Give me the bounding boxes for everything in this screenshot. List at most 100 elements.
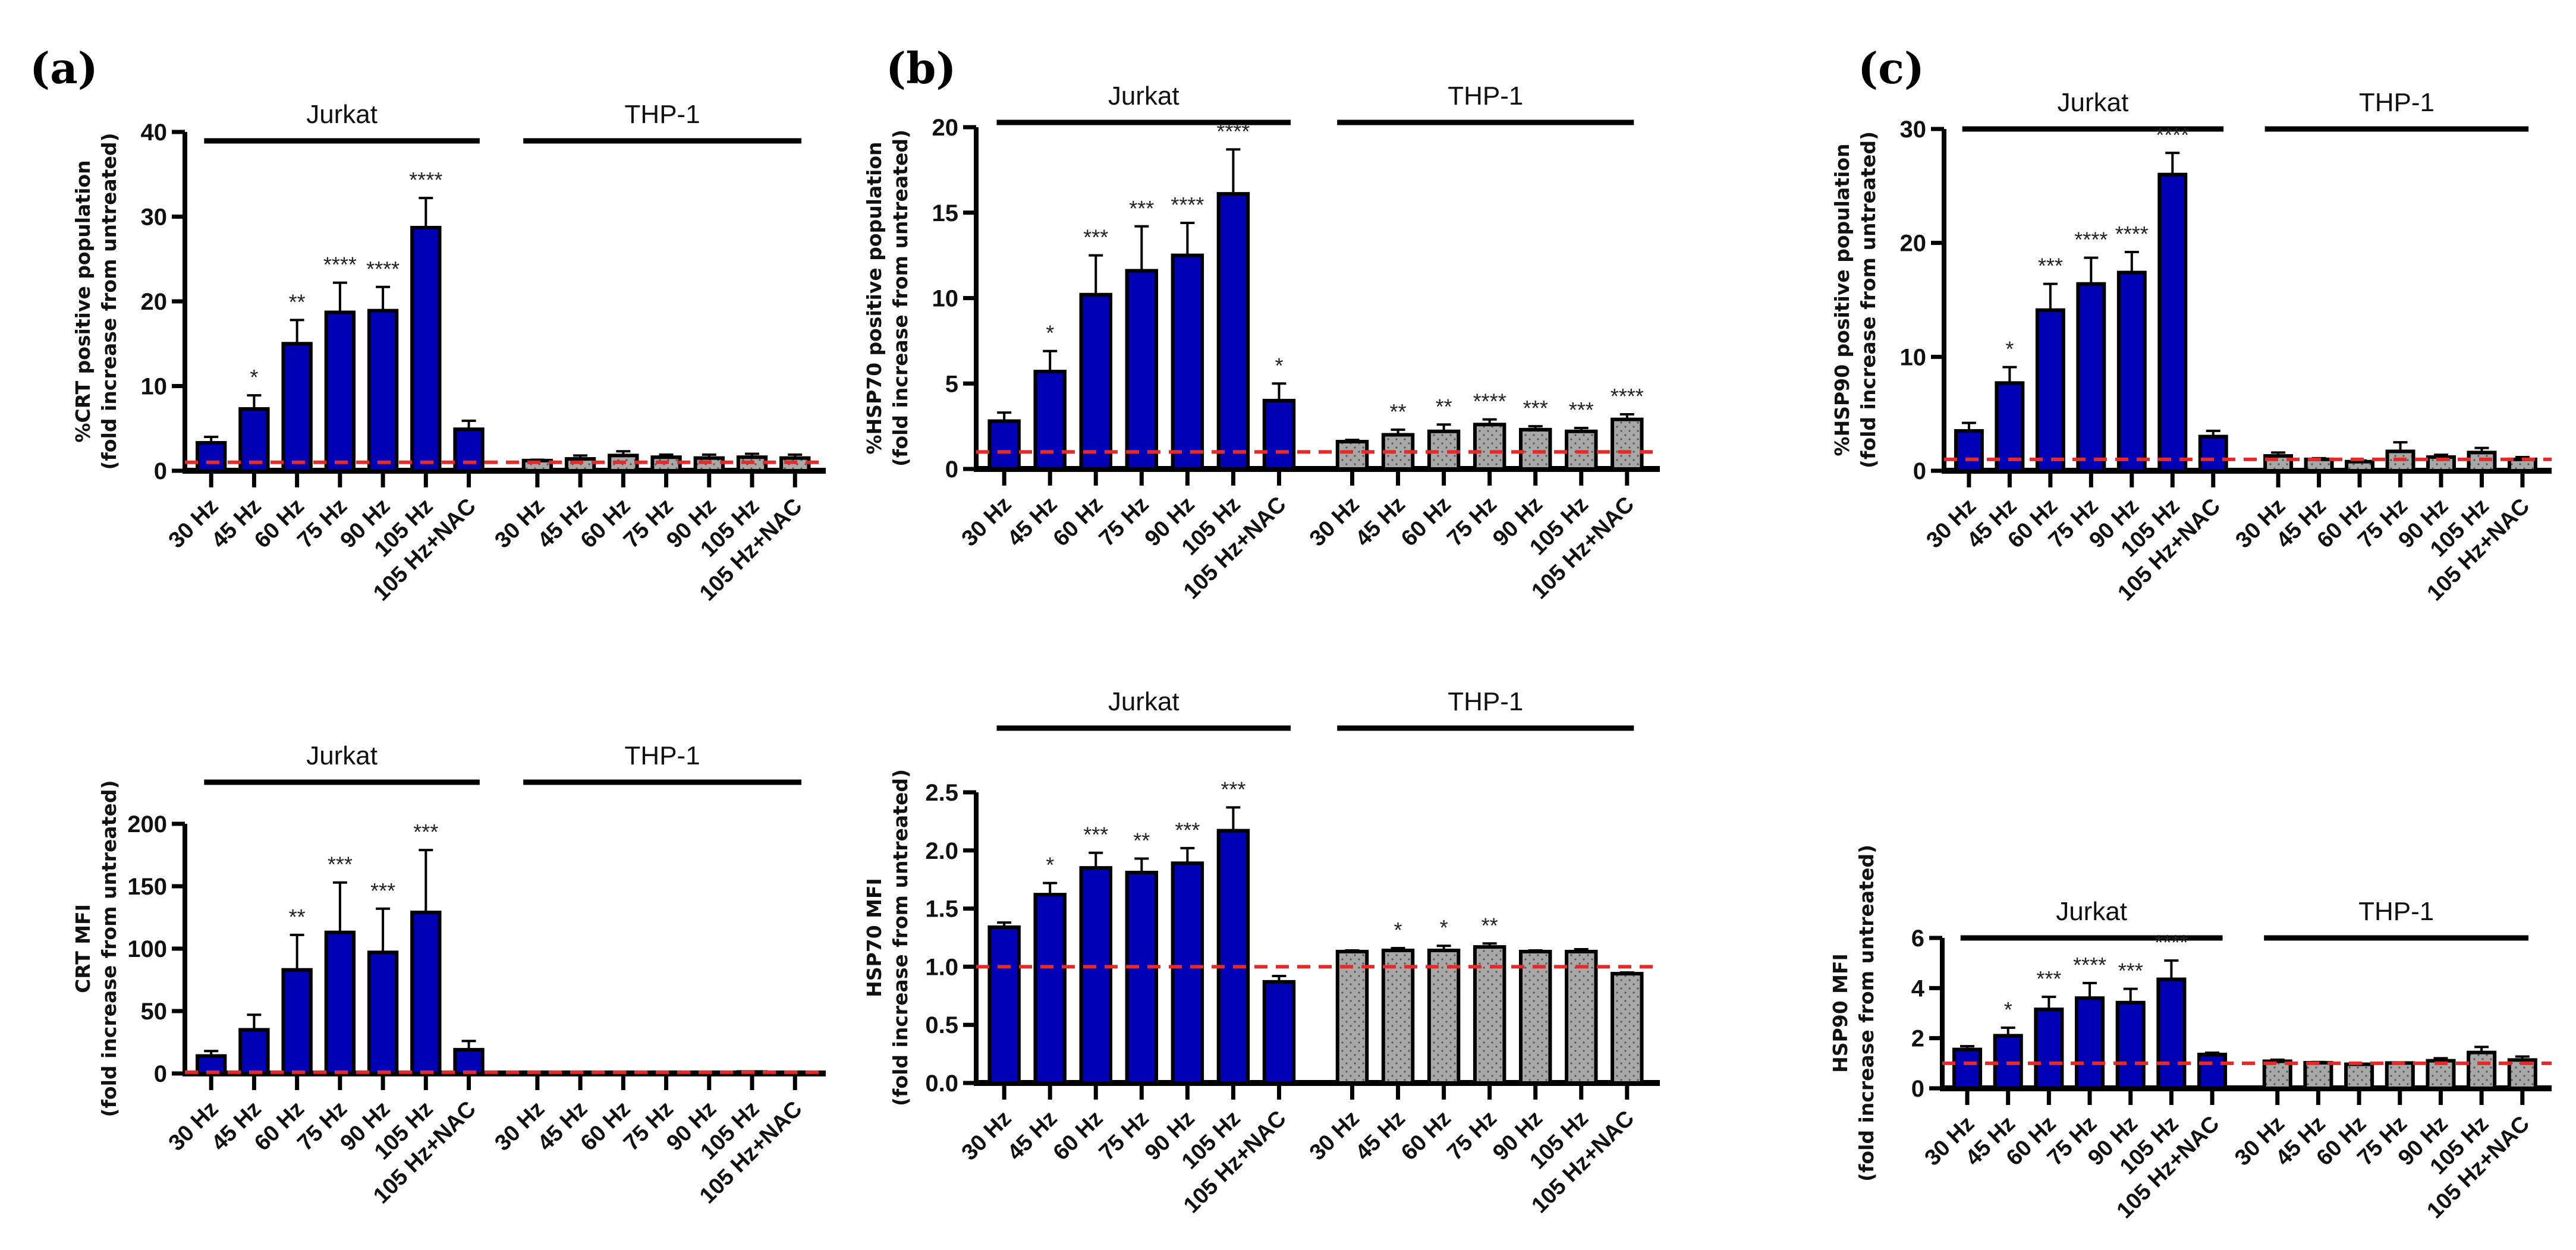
y-tick-label: 1.0 [925, 954, 958, 980]
significance-mark: * [250, 365, 258, 389]
significance-mark: *** [2036, 966, 2061, 991]
y-axis-title-line: HSP70 MFI [863, 878, 886, 997]
panel-label: (c) [1858, 43, 1924, 93]
chart-3: (b) %HSP70 positive population (fold incre… [863, 43, 1660, 604]
significance-mark: ** [289, 289, 306, 314]
bar-jurkat [1125, 870, 1159, 1085]
x-tick-label: 45 Hz [207, 1097, 266, 1156]
y-tick-label: 6 [1911, 925, 1924, 952]
panel-label: (b) [886, 43, 956, 93]
bar-jurkat [1954, 429, 1984, 473]
y-tick-label: 5 [945, 371, 958, 397]
bar-jurkat [410, 911, 442, 1075]
significance-mark: ** [1436, 394, 1452, 418]
significance-mark: *** [328, 852, 353, 877]
bar-jurkat [1125, 269, 1159, 471]
bar-jurkat [1079, 866, 1112, 1085]
x-tick-label: 60 Hz [576, 1097, 636, 1156]
group-label: THP-1 [625, 741, 700, 770]
bar-jurkat [987, 925, 1021, 1085]
y-tick-label: 50 [141, 999, 168, 1025]
bar-jurkat [367, 308, 399, 473]
significance-mark: *** [1569, 398, 1594, 422]
y-tick-label: 0 [154, 1061, 167, 1087]
bar-jurkat [987, 419, 1021, 471]
x-tick-label: 60 Hz [576, 494, 636, 553]
x-tick-label: 45 Hz [1351, 1106, 1410, 1166]
significance-mark: **** [2156, 122, 2189, 147]
bar-thp-1 [2345, 459, 2375, 473]
y-axis-title-line: (fold increase from untreated) [1857, 131, 1880, 468]
x-tick-label: 75 Hz [292, 494, 352, 553]
chart-2: CRT MFI (fold increase from untreated) 0 50… [71, 741, 826, 1208]
y-axis-title-line: %CRT positive population [71, 160, 95, 442]
bar-thp-1 [1335, 440, 1369, 471]
chart-4: HSP70 MFI (fold increase from untreated) 0… [863, 687, 1660, 1218]
y-tick-label: 0 [154, 458, 167, 484]
y-tick-label: 2.0 [925, 838, 958, 864]
y-axis-title-line: %HSP70 positive population [863, 141, 886, 454]
x-tick-label: 30 Hz [490, 1097, 549, 1156]
bar-thp-1 [779, 456, 811, 473]
bar-jurkat [2075, 996, 2105, 1090]
bar-jurkat [1952, 1047, 1983, 1091]
y-tick-label: 30 [1900, 117, 1927, 143]
significance-mark: **** [1611, 384, 1644, 408]
bar-thp-1 [1565, 949, 1598, 1085]
significance-mark: * [1275, 353, 1283, 377]
bar-jurkat [453, 1048, 485, 1075]
y-axis-title-line: HSP90 MFI [1829, 953, 1852, 1073]
bar-jurkat [1216, 829, 1250, 1085]
bar-thp-1 [1427, 949, 1461, 1085]
y-axis-title: CRT MFI (fold increase from untreated) [71, 780, 121, 1117]
y-axis-title-line: (fold increase from untreated) [97, 133, 121, 470]
x-tick-label: 45 Hz [1003, 492, 1062, 552]
bar-jurkat [410, 226, 442, 473]
x-tick-label: 60 Hz [1049, 492, 1108, 552]
group-label: THP-1 [1448, 81, 1523, 111]
x-tick-label: 75 Hz [1442, 492, 1502, 552]
group-label: THP-1 [625, 100, 700, 129]
significance-mark: *** [370, 879, 395, 903]
y-tick-label: 10 [141, 374, 168, 400]
bar-jurkat [1171, 861, 1204, 1085]
significance-mark: **** [2074, 228, 2108, 252]
bar-jurkat [1262, 980, 1296, 1085]
bar-jurkat [2035, 308, 2065, 473]
x-tick-label: 45 Hz [1351, 492, 1410, 552]
y-axis-title-line: (fold increase from untreated) [97, 780, 121, 1117]
bar-jurkat [324, 310, 356, 473]
significance-mark: **** [2154, 930, 2188, 955]
bar-jurkat [2116, 270, 2147, 473]
y-axis-title-line: (fold increase from untreated) [889, 769, 912, 1106]
y-tick-label: 30 [141, 204, 168, 231]
bar-thp-1 [1518, 427, 1552, 471]
bar-thp-1 [1473, 423, 1506, 471]
x-tick-label: 60 Hz [1396, 1106, 1456, 1166]
significance-mark: *** [1221, 777, 1245, 801]
y-tick-label: 0 [945, 456, 958, 483]
bar-thp-1 [1611, 972, 1644, 1085]
significance-mark: **** [2115, 222, 2149, 246]
x-tick-label: 45 Hz [1003, 1106, 1062, 1166]
significance-mark: * [2004, 997, 2012, 1022]
bar-jurkat [196, 440, 227, 473]
bar-jurkat [2197, 1053, 2228, 1090]
group-label: Jurkat [2057, 88, 2128, 117]
x-tick-label: 30 Hz [1305, 492, 1364, 552]
bar-jurkat [281, 342, 313, 473]
x-tick-label: 75 Hz [1094, 492, 1154, 552]
group-label: THP-1 [1448, 687, 1523, 716]
bar-jurkat [2198, 434, 2228, 473]
significance-mark: * [2005, 337, 2014, 361]
bar-jurkat [2034, 1007, 2064, 1091]
bar-jurkat [2156, 977, 2187, 1090]
significance-mark: **** [409, 168, 442, 192]
bar-jurkat [1216, 192, 1250, 471]
x-tick-label: 45 Hz [207, 494, 266, 553]
significance-mark: * [1046, 853, 1054, 877]
significance-mark: *** [1129, 196, 1154, 221]
y-tick-label: 20 [932, 115, 959, 141]
x-tick-label: 60 Hz [1049, 1106, 1108, 1166]
y-axis-title-line: CRT MFI [71, 904, 95, 993]
